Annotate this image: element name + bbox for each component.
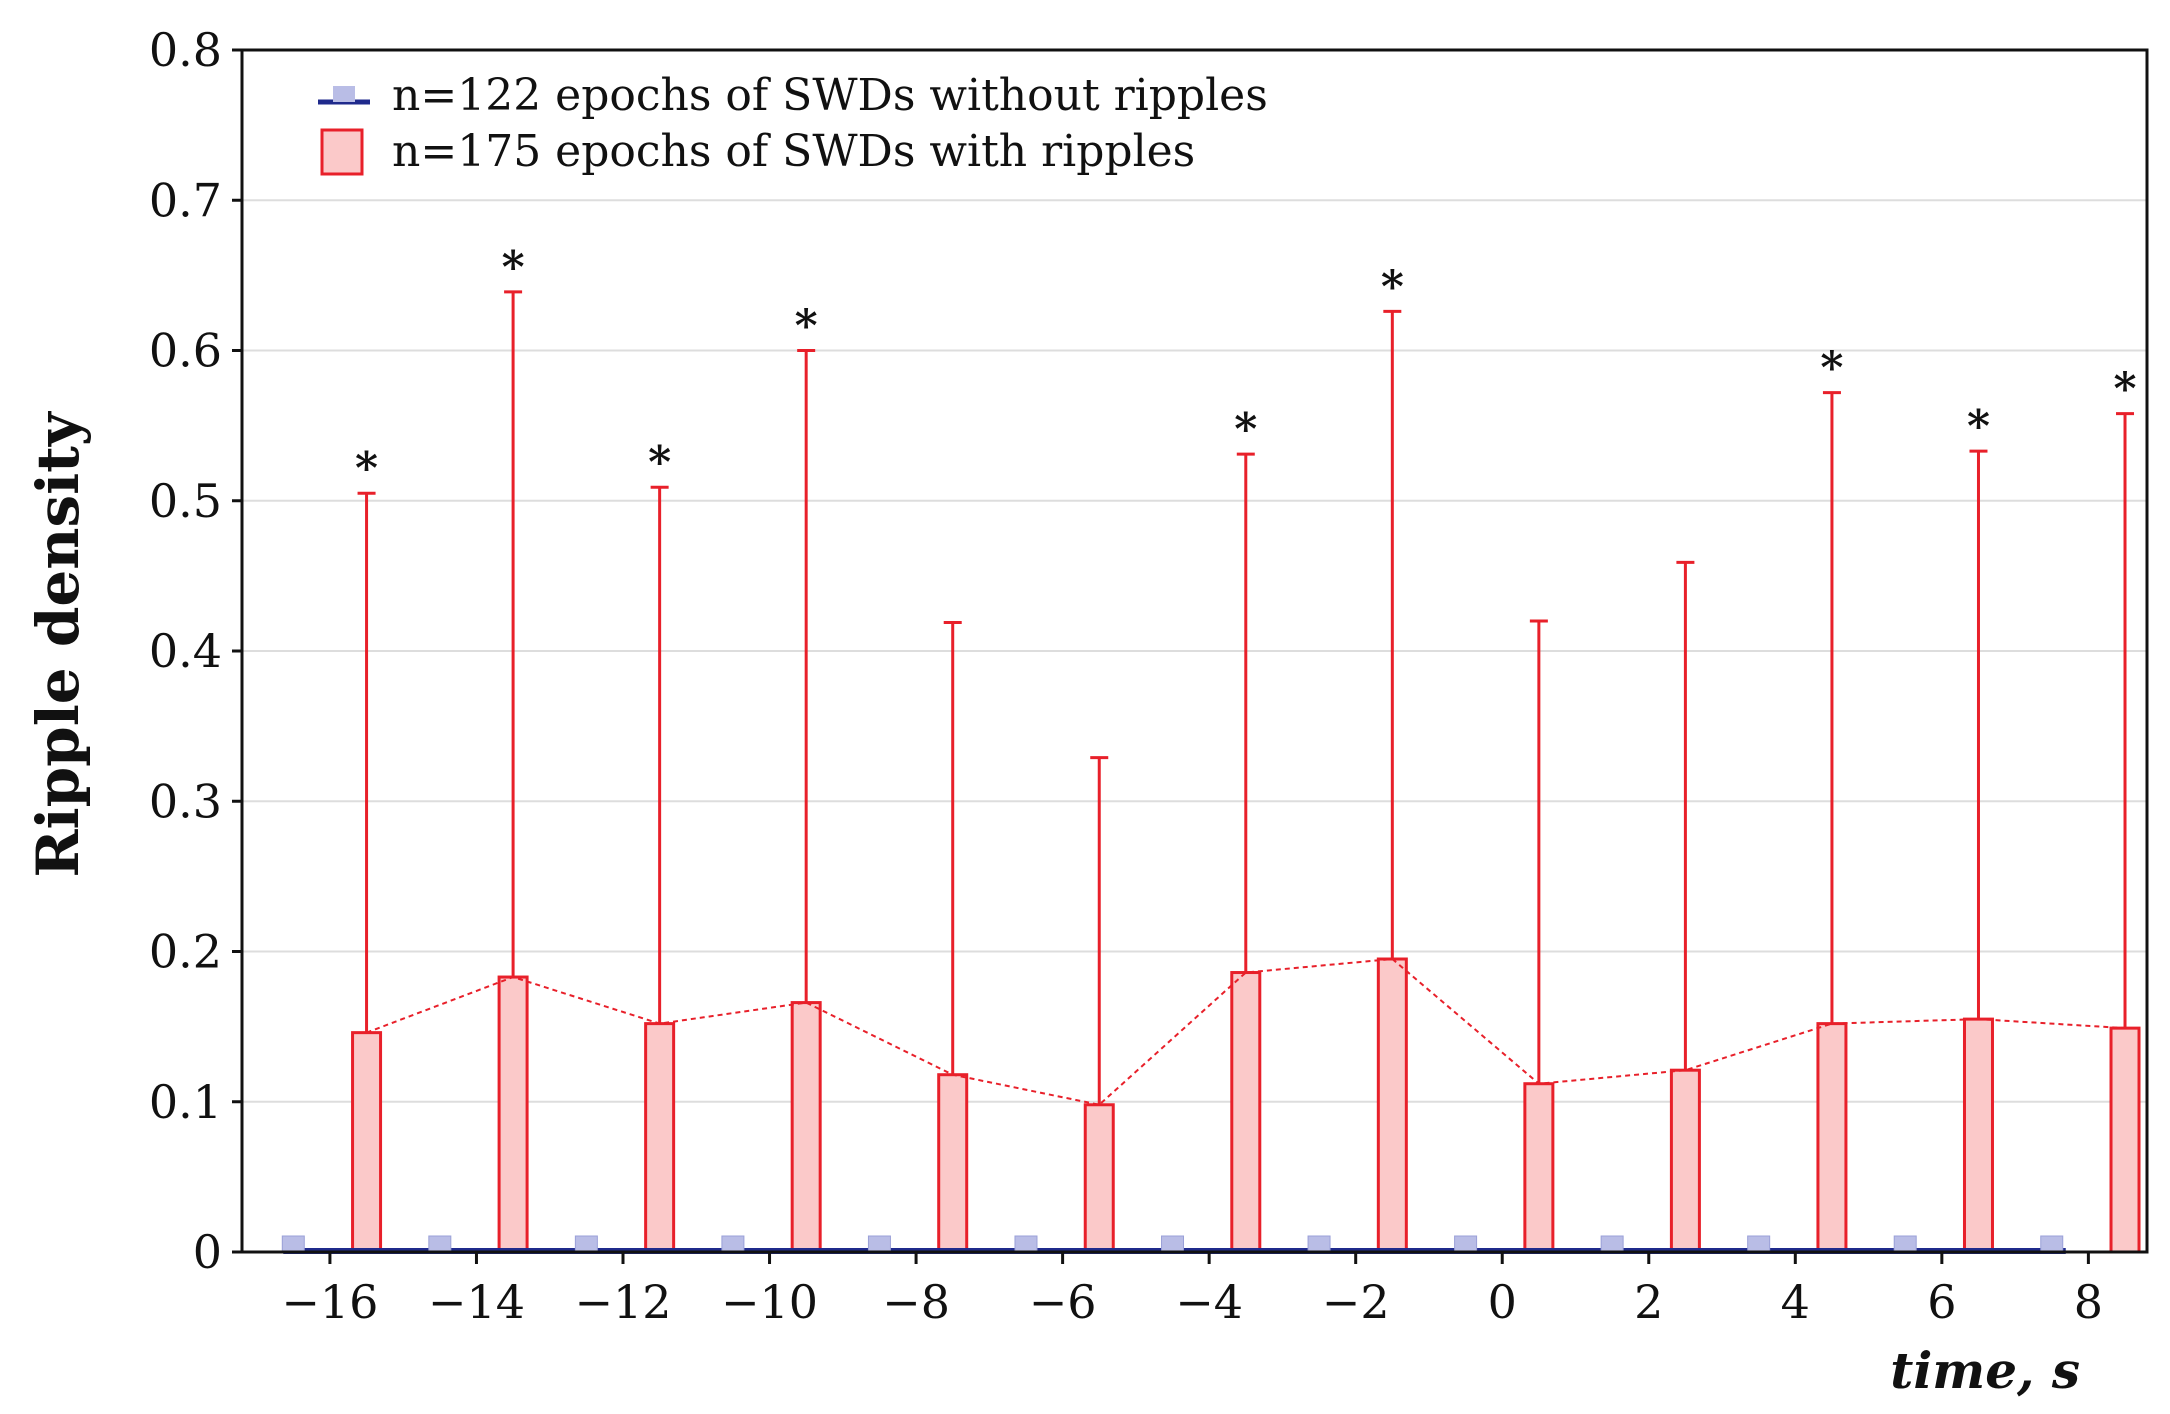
mean-trend-line bbox=[366, 957, 2126, 1106]
legend: n=122 epochs of SWDs without ripples n=1… bbox=[318, 70, 1268, 177]
grid-lines bbox=[242, 199, 2147, 1103]
significance-star: * bbox=[1381, 261, 1404, 312]
bar-with-ripples bbox=[497, 975, 529, 1254]
x-tick-label: 0 bbox=[1488, 1275, 1517, 1329]
bar-with-ripples bbox=[2109, 1026, 2141, 1254]
significance-star: * bbox=[648, 437, 671, 488]
without-ripples-marker bbox=[867, 1235, 891, 1253]
without-ripples-marker bbox=[1454, 1235, 1478, 1253]
significance-star: * bbox=[2114, 364, 2137, 415]
bar-with-ripples bbox=[1816, 1022, 1848, 1254]
without-ripples-marker bbox=[2040, 1235, 2064, 1253]
x-tick-label: −14 bbox=[428, 1275, 525, 1329]
x-tick-label: −6 bbox=[1029, 1275, 1097, 1329]
x-tick-label: 2 bbox=[1634, 1275, 1663, 1329]
bar-with-ripples bbox=[351, 1031, 383, 1254]
x-tick-label: −2 bbox=[1322, 1275, 1390, 1329]
bars-with-ripples: * * * * * * * * * bbox=[351, 242, 2141, 1254]
significance-star: * bbox=[355, 443, 378, 494]
without-ripples-marker bbox=[428, 1235, 452, 1253]
y-tick-label: 0.3 bbox=[149, 774, 222, 828]
without-ripples-marker bbox=[1893, 1235, 1917, 1253]
without-ripples-marker bbox=[1307, 1235, 1331, 1253]
bar-with-ripples bbox=[1669, 1068, 1701, 1254]
x-tick-label: 8 bbox=[2074, 1275, 2103, 1329]
x-tick-label: 4 bbox=[1781, 1275, 1810, 1329]
legend-label-with-ripples: n=175 epochs of SWDs with ripples bbox=[392, 126, 1195, 177]
x-tick-label: −16 bbox=[281, 1275, 378, 1329]
y-axis-label: Ripple density bbox=[24, 410, 92, 878]
bar-with-ripples bbox=[1376, 957, 1408, 1254]
significance-star: * bbox=[1967, 401, 1990, 452]
significance-star: * bbox=[795, 301, 818, 352]
bar-with-ripples bbox=[937, 1073, 969, 1254]
y-tick-label: 0.7 bbox=[149, 173, 222, 227]
x-tick-label: −4 bbox=[1175, 1275, 1243, 1329]
y-tick-label: 0.6 bbox=[149, 324, 222, 378]
x-tick-label: −12 bbox=[574, 1275, 671, 1329]
without-ripples-marker bbox=[1161, 1235, 1185, 1253]
bar-with-ripples bbox=[1083, 1103, 1115, 1254]
x-axis-label: time, s bbox=[1890, 1341, 2080, 1400]
y-tick-label: 0 bbox=[193, 1225, 222, 1279]
series-without-ripples bbox=[281, 1235, 2066, 1254]
y-tick-label: 0.8 bbox=[149, 23, 222, 77]
y-tick-label: 0.5 bbox=[149, 474, 222, 528]
without-ripples-marker bbox=[1747, 1235, 1771, 1253]
bar-with-ripples bbox=[1230, 971, 1262, 1254]
without-ripples-marker bbox=[1014, 1235, 1038, 1253]
without-ripples-marker bbox=[721, 1235, 745, 1253]
significance-star: * bbox=[502, 242, 525, 293]
x-tick-label: −8 bbox=[882, 1275, 950, 1329]
bar-with-ripples bbox=[790, 1001, 822, 1254]
y-tick-label: 0.2 bbox=[149, 925, 222, 979]
x-tick-label: −10 bbox=[721, 1275, 818, 1329]
without-ripples-marker bbox=[574, 1235, 598, 1253]
bar-with-ripples bbox=[644, 1022, 676, 1254]
bar-with-ripples bbox=[1523, 1082, 1555, 1254]
x-tick-label: 6 bbox=[1927, 1275, 1956, 1329]
x-axis-ticks: −16 −14 −12 −10 −8 −6 −4 −2 0 2 4 6 8 bbox=[281, 1252, 2103, 1329]
bar-with-ripples bbox=[1962, 1017, 1994, 1254]
y-tick-label: 0.1 bbox=[149, 1075, 222, 1129]
legend-marker-without-ripples bbox=[318, 86, 370, 105]
y-axis-ticks: 0 0.1 0.2 0.3 0.4 0.5 0.6 0.7 0.8 bbox=[149, 23, 242, 1279]
without-ripples-marker bbox=[1600, 1235, 1624, 1253]
legend-marker-with-ripples bbox=[320, 128, 364, 176]
significance-star: * bbox=[1234, 404, 1257, 455]
y-tick-label: 0.4 bbox=[149, 624, 222, 678]
without-ripples-marker bbox=[281, 1235, 305, 1253]
significance-star: * bbox=[1820, 343, 1843, 394]
legend-label-without-ripples: n=122 epochs of SWDs without ripples bbox=[392, 70, 1268, 121]
